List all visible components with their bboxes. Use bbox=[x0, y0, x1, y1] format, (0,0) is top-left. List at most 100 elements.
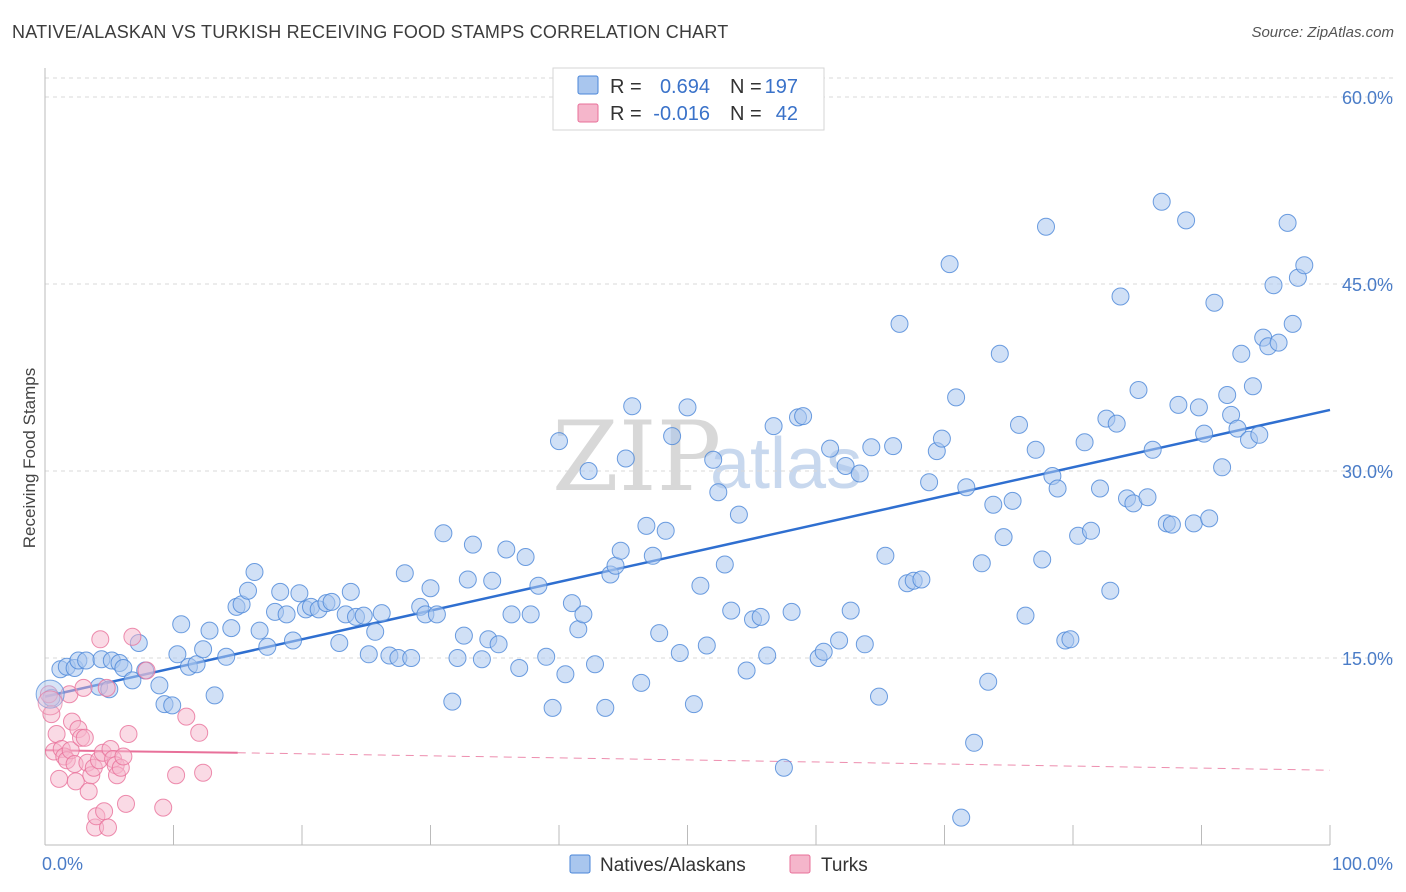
data-point bbox=[1138, 488, 1157, 507]
data-point bbox=[774, 758, 793, 777]
data-point bbox=[239, 581, 257, 600]
data-point bbox=[458, 570, 477, 589]
data-point bbox=[632, 673, 651, 692]
data-point bbox=[322, 592, 341, 611]
data-point bbox=[1264, 276, 1283, 295]
data-point bbox=[947, 388, 966, 407]
data-point bbox=[354, 606, 373, 625]
data-point bbox=[1200, 509, 1219, 528]
data-point bbox=[77, 651, 96, 670]
data-point bbox=[1213, 458, 1232, 477]
data-point bbox=[366, 622, 385, 641]
data-point bbox=[1082, 521, 1100, 540]
data-point bbox=[1037, 217, 1055, 236]
series-natives bbox=[42, 192, 1314, 827]
data-point bbox=[830, 631, 849, 650]
data-point bbox=[50, 769, 69, 788]
data-point bbox=[395, 564, 414, 583]
data-point bbox=[190, 723, 209, 742]
data-point bbox=[611, 541, 630, 560]
data-point bbox=[709, 483, 728, 502]
data-point bbox=[537, 647, 556, 666]
data-point bbox=[697, 636, 716, 655]
data-point bbox=[123, 627, 142, 646]
data-point bbox=[1269, 333, 1288, 352]
data-point bbox=[1228, 419, 1247, 438]
data-point bbox=[1010, 415, 1028, 434]
data-point bbox=[341, 582, 360, 601]
data-point bbox=[167, 766, 186, 785]
bottom-legend-natives: Natives/Alaskans bbox=[600, 855, 746, 876]
data-point bbox=[1184, 514, 1203, 533]
data-point bbox=[814, 642, 833, 661]
data-point bbox=[1152, 192, 1171, 211]
legend-r-label-1: R = bbox=[610, 76, 642, 98]
data-point bbox=[448, 649, 467, 667]
data-point bbox=[434, 524, 453, 543]
data-point bbox=[516, 548, 535, 566]
data-point bbox=[250, 621, 269, 640]
data-point bbox=[1295, 256, 1314, 275]
data-point bbox=[704, 450, 723, 469]
data-point bbox=[691, 576, 710, 595]
data-point bbox=[556, 665, 575, 684]
data-point bbox=[737, 661, 756, 680]
legend-n-value-2: 42 bbox=[776, 103, 798, 125]
data-point bbox=[920, 473, 939, 492]
data-point bbox=[154, 798, 173, 817]
tick-labels: 15.0% 30.0% 45.0% 60.0% 0.0% 100.0% bbox=[42, 88, 1393, 874]
data-point bbox=[99, 818, 117, 837]
data-point bbox=[194, 640, 213, 659]
bottom-legend-swatch-natives bbox=[569, 854, 591, 874]
data-point bbox=[521, 605, 540, 624]
data-point bbox=[427, 605, 446, 624]
data-point bbox=[1232, 344, 1251, 363]
data-point bbox=[510, 659, 529, 677]
data-point bbox=[782, 602, 801, 621]
data-point bbox=[1218, 386, 1237, 404]
data-point bbox=[1033, 550, 1052, 569]
data-point bbox=[952, 808, 971, 827]
data-point bbox=[95, 802, 114, 821]
data-point bbox=[1278, 213, 1297, 232]
data-point bbox=[330, 634, 349, 652]
data-point bbox=[562, 594, 581, 613]
data-point bbox=[258, 637, 277, 656]
data-point bbox=[650, 624, 669, 643]
data-point bbox=[722, 601, 741, 620]
legend-n-label-2: N = bbox=[730, 103, 762, 125]
data-point bbox=[729, 505, 748, 524]
data-point-cluster-turks bbox=[37, 690, 63, 716]
data-point bbox=[1162, 515, 1181, 534]
bottom-legend-swatch-turks bbox=[789, 854, 811, 874]
data-point-cluster-natives bbox=[35, 679, 65, 709]
data-point bbox=[463, 535, 482, 554]
data-point bbox=[1107, 414, 1126, 433]
data-point bbox=[163, 696, 182, 715]
data-point bbox=[616, 449, 635, 468]
data-point bbox=[656, 521, 675, 540]
data-point bbox=[1003, 491, 1022, 510]
data-point bbox=[372, 604, 391, 623]
data-point bbox=[79, 782, 98, 801]
data-point bbox=[137, 661, 156, 680]
data-point bbox=[543, 698, 562, 717]
data-point bbox=[984, 495, 1003, 514]
data-point bbox=[443, 692, 462, 711]
data-point bbox=[172, 615, 191, 634]
series-turks bbox=[39, 627, 213, 837]
data-point bbox=[472, 650, 491, 669]
data-point bbox=[502, 605, 521, 624]
data-point bbox=[222, 619, 241, 638]
data-point bbox=[678, 398, 697, 417]
data-point bbox=[217, 647, 236, 666]
data-point bbox=[876, 546, 895, 565]
data-point bbox=[119, 725, 138, 743]
y-tick-label-15: 15.0% bbox=[1342, 649, 1393, 669]
data-point bbox=[1111, 287, 1130, 306]
data-point bbox=[117, 794, 135, 813]
x-tick-label-100: 100.0% bbox=[1332, 854, 1393, 874]
data-point bbox=[550, 432, 568, 451]
data-point bbox=[91, 630, 110, 649]
legend-swatch-turks bbox=[577, 103, 599, 123]
